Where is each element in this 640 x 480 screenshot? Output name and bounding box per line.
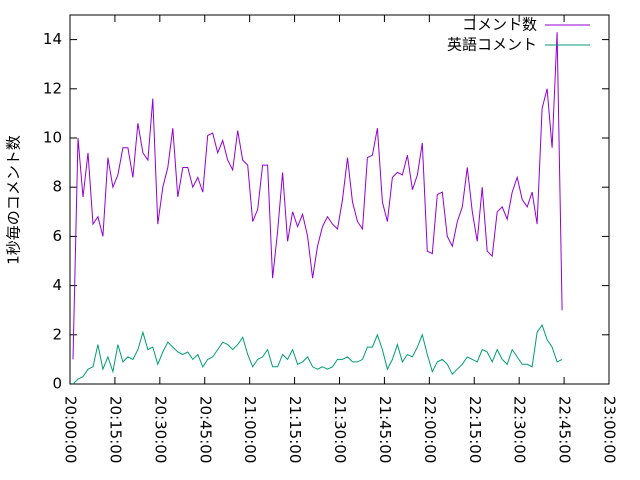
x-tick-label: 22:30:00 bbox=[511, 396, 529, 463]
x-tick-label: 22:45:00 bbox=[556, 396, 574, 463]
legend-label: 英語コメント bbox=[447, 36, 537, 54]
x-tick-label: 21:30:00 bbox=[331, 396, 349, 463]
legend-label: コメント数 bbox=[462, 16, 537, 34]
x-tick-label: 20:15:00 bbox=[106, 396, 124, 463]
x-tick-label: 22:00:00 bbox=[421, 396, 439, 463]
series-line bbox=[72, 32, 563, 360]
x-tick-label: 21:15:00 bbox=[286, 396, 304, 463]
y-tick-label: 4 bbox=[52, 276, 62, 294]
x-tick-label: 22:15:00 bbox=[466, 396, 484, 463]
x-tick-label: 23:00:00 bbox=[601, 396, 619, 463]
y-tick-label: 10 bbox=[43, 129, 62, 147]
x-tick-label: 20:30:00 bbox=[151, 396, 169, 463]
y-tick-label: 6 bbox=[52, 227, 62, 245]
x-tick-label: 20:45:00 bbox=[196, 396, 214, 463]
y-tick-label: 0 bbox=[52, 375, 62, 393]
y-tick-label: 14 bbox=[43, 30, 62, 48]
x-tick-label: 21:45:00 bbox=[376, 396, 394, 463]
x-tick-label: 21:00:00 bbox=[241, 396, 259, 463]
y-tick-label: 8 bbox=[52, 178, 62, 196]
plot-frame bbox=[69, 14, 610, 385]
x-tick-label: 20:00:00 bbox=[62, 396, 80, 463]
y-tick-label: 2 bbox=[52, 325, 62, 343]
y-axis-label: 1秒毎のコメント数 bbox=[5, 135, 23, 265]
series-line bbox=[72, 323, 563, 385]
y-tick-label: 12 bbox=[43, 79, 62, 97]
